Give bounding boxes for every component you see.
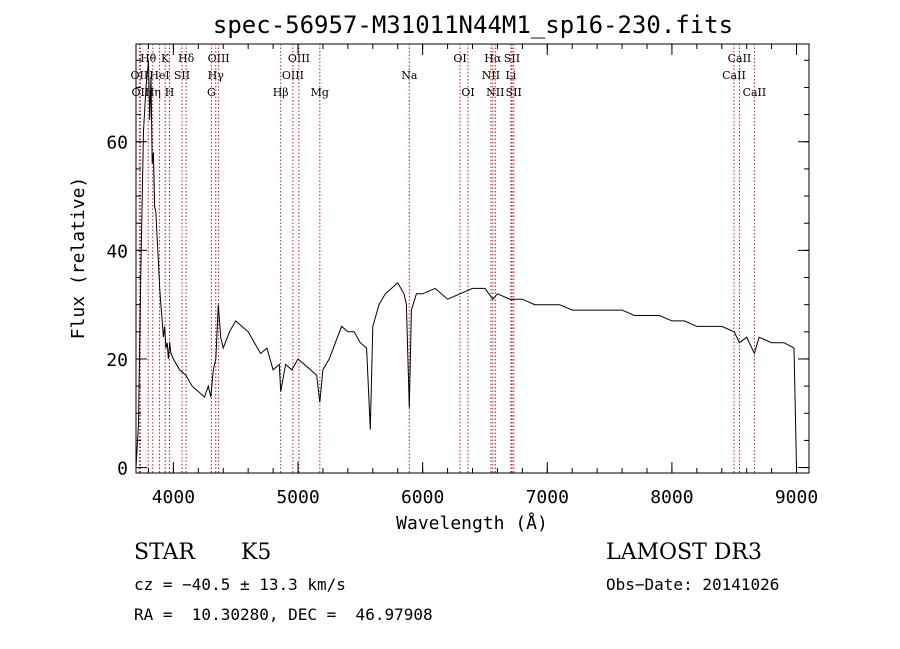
x-tick-label: 4000 [152, 487, 195, 508]
line-label-2: OII [132, 86, 150, 99]
x-axis-label: Wavelength (Å) [396, 512, 548, 534]
spectrum-line-0 [135, 60, 797, 468]
line-label-15: Mg [311, 86, 329, 99]
line-label-16: Na [401, 69, 418, 82]
x-tick-label: 5000 [276, 487, 319, 508]
line-label-7: SII [174, 69, 190, 82]
plot-frame [135, 43, 810, 474]
line-label-18: OI [461, 86, 474, 99]
line-label-22: SII [504, 52, 520, 65]
line-label-3: K [161, 52, 170, 65]
spectrum-series [135, 60, 797, 468]
line-label-13: OIII [282, 69, 304, 82]
y-axis-label: Flux (relative) [68, 177, 89, 340]
line-label-9: OIII [208, 52, 230, 65]
coordinates: RA = 10.30280, DEC = 46.97908 [134, 605, 433, 624]
line-label-27: CaII [743, 86, 767, 99]
line-label-21: NII [486, 86, 504, 99]
y-tick-label: 60 [106, 133, 128, 154]
survey-name: LAMOST DR3 [606, 540, 762, 565]
y-tick-label: 40 [106, 241, 128, 262]
object-class: STAR [134, 540, 195, 565]
line-label-25: CaII [728, 52, 752, 65]
line-label-6: Hδ [178, 52, 195, 65]
line-label-24: SII [506, 86, 522, 99]
line-label-1: OII [131, 69, 149, 82]
chart-title: spec-56957-M31011N44M1_sp16-230.fits [213, 11, 733, 39]
line-label-26: CaII [722, 69, 746, 82]
x-tick-label: 7000 [526, 487, 569, 508]
y-tick-label: 0 [117, 459, 128, 480]
observation-date: Obs−Date: 20141026 [606, 575, 780, 594]
x-tick-label: 9000 [775, 487, 818, 508]
line-label-20: NII [482, 69, 500, 82]
line-label-4: HeI [149, 69, 169, 82]
x-tick-label: 6000 [401, 487, 444, 508]
object-subclass: K5 [241, 540, 272, 565]
redshift-cz: cz = −40.5 ± 13.3 km/s [134, 575, 346, 594]
line-label-11: G [207, 86, 216, 99]
y-tick-label: 20 [106, 350, 128, 371]
axis-ticks: 4000 5000 6000 7000 8000 9000 0 20 40 60 [106, 44, 818, 508]
x-tick-label: 8000 [650, 487, 693, 508]
line-label-12: OIII [288, 52, 310, 65]
line-label-23: Li [505, 69, 516, 82]
line-label-19: Hα [484, 52, 502, 65]
line-label-5: Hη [145, 86, 161, 99]
line-label-8: H [165, 86, 175, 99]
line-label-10: Hγ [208, 69, 225, 82]
line-label-17: OI [453, 52, 466, 65]
line-label-14: Hβ [273, 86, 289, 99]
